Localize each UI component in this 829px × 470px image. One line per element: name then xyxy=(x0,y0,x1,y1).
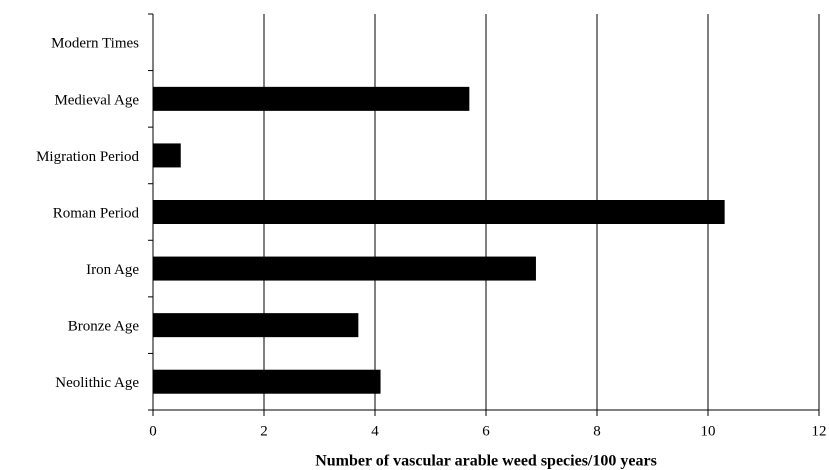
x-tick-label: 2 xyxy=(260,423,268,439)
bar xyxy=(153,143,181,168)
y-tick-label: Modern Times xyxy=(51,36,139,52)
y-tick-label: Roman Period xyxy=(53,205,140,221)
y-tick-label: Medieval Age xyxy=(54,92,139,108)
bar xyxy=(153,256,536,281)
x-tick-label: 12 xyxy=(812,423,827,439)
bar xyxy=(153,200,725,224)
x-tick-label: 10 xyxy=(701,423,716,439)
y-tick-label: Iron Age xyxy=(86,262,139,278)
bar xyxy=(153,313,359,338)
y-tick-label: Migration Period xyxy=(36,149,139,165)
bar xyxy=(153,86,470,111)
x-tick-label: 8 xyxy=(593,423,601,439)
x-tick-label: 0 xyxy=(149,423,157,439)
y-tick-label: Bronze Age xyxy=(68,319,140,335)
x-axis-label: Number of vascular arable weed species/1… xyxy=(315,453,657,470)
bar xyxy=(153,369,381,394)
y-tick-label: Neolithic Age xyxy=(55,375,139,391)
x-tick-label: 4 xyxy=(371,423,379,439)
x-tick-label: 6 xyxy=(482,423,490,439)
